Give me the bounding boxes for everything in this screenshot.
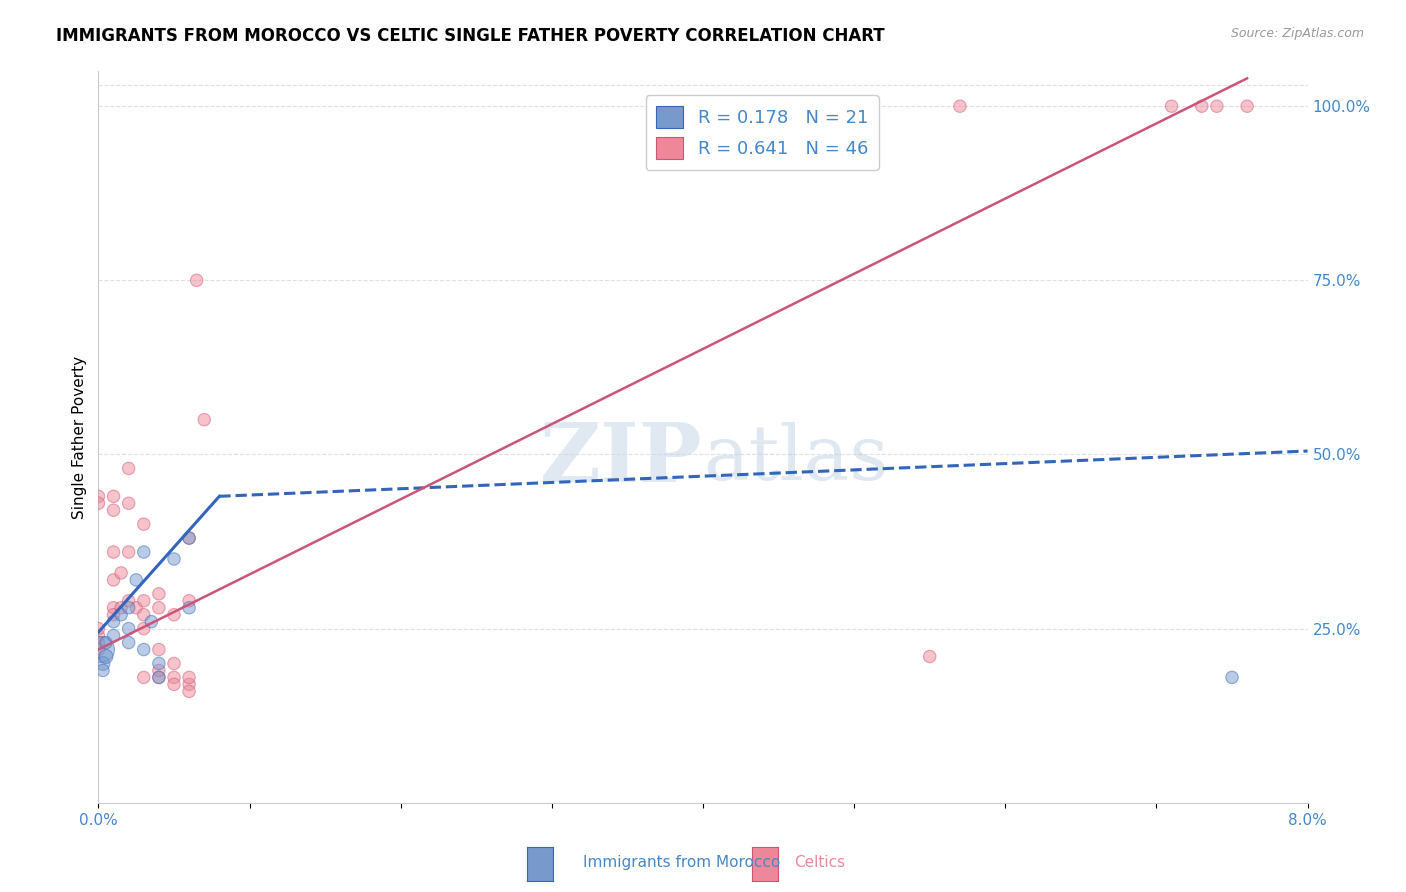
Point — [103, 573, 125, 587]
Point — [110, 566, 132, 580]
Point — [949, 99, 972, 113]
Point — [87, 622, 110, 636]
Point — [87, 629, 110, 643]
Point — [87, 496, 110, 510]
Point — [163, 552, 186, 566]
Point — [141, 615, 163, 629]
Point — [163, 607, 186, 622]
Point — [103, 600, 125, 615]
Point — [179, 531, 201, 545]
Point — [918, 649, 941, 664]
Point — [125, 573, 148, 587]
Point — [163, 657, 186, 671]
Point — [148, 670, 170, 684]
Point — [148, 670, 170, 684]
Point — [94, 635, 117, 649]
Point — [1206, 99, 1229, 113]
Point — [94, 649, 117, 664]
Point — [90, 642, 112, 657]
Point — [118, 594, 141, 608]
Point — [132, 622, 155, 636]
Point — [91, 657, 114, 671]
Point — [132, 517, 155, 532]
Point — [148, 587, 170, 601]
Point — [148, 664, 170, 678]
Text: Celtics: Celtics — [794, 855, 845, 870]
Text: Immigrants from Morocco: Immigrants from Morocco — [583, 855, 780, 870]
Legend: R = 0.178   N = 21, R = 0.641   N = 46: R = 0.178 N = 21, R = 0.641 N = 46 — [645, 95, 879, 169]
Point — [118, 545, 141, 559]
Point — [132, 670, 155, 684]
Point — [103, 489, 125, 503]
Point — [132, 594, 155, 608]
Point — [179, 677, 201, 691]
Point — [148, 600, 170, 615]
Point — [91, 664, 114, 678]
Point — [132, 545, 155, 559]
Point — [132, 607, 155, 622]
Point — [163, 670, 186, 684]
Point — [118, 496, 141, 510]
Point — [103, 629, 125, 643]
Point — [179, 684, 201, 698]
Point — [87, 635, 110, 649]
Point — [1191, 99, 1213, 113]
Point — [118, 622, 141, 636]
Point — [118, 600, 141, 615]
Point — [179, 600, 201, 615]
Point — [103, 615, 125, 629]
Y-axis label: Single Father Poverty: Single Father Poverty — [72, 356, 87, 518]
Point — [179, 594, 201, 608]
Point — [132, 642, 155, 657]
Point — [125, 600, 148, 615]
Point — [118, 635, 141, 649]
Point — [103, 503, 125, 517]
Point — [87, 642, 110, 657]
Text: atlas: atlas — [703, 422, 889, 496]
Point — [87, 489, 110, 503]
Point — [148, 642, 170, 657]
Point — [118, 461, 141, 475]
Point — [1160, 99, 1182, 113]
Point — [163, 677, 186, 691]
Point — [1236, 99, 1258, 113]
Point — [103, 607, 125, 622]
Point — [179, 670, 201, 684]
Point — [110, 607, 132, 622]
Point — [193, 412, 215, 426]
Point — [148, 657, 170, 671]
Point — [186, 273, 208, 287]
Text: IMMIGRANTS FROM MOROCCO VS CELTIC SINGLE FATHER POVERTY CORRELATION CHART: IMMIGRANTS FROM MOROCCO VS CELTIC SINGLE… — [56, 27, 884, 45]
Text: ZIP: ZIP — [540, 419, 703, 499]
Point — [103, 545, 125, 559]
Point — [110, 600, 132, 615]
Text: Source: ZipAtlas.com: Source: ZipAtlas.com — [1230, 27, 1364, 40]
Point — [1220, 670, 1243, 684]
Point — [179, 531, 201, 545]
